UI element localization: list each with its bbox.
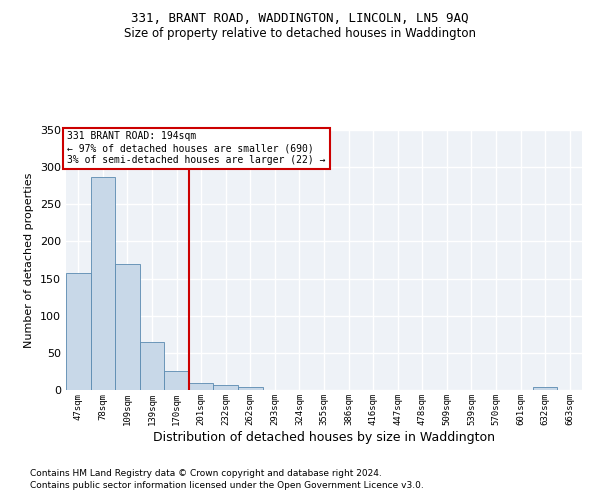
X-axis label: Distribution of detached houses by size in Waddington: Distribution of detached houses by size … bbox=[153, 430, 495, 444]
Bar bbox=[189, 382, 214, 390]
Bar bbox=[533, 387, 557, 390]
Bar bbox=[91, 177, 115, 390]
Text: 331 BRANT ROAD: 194sqm
← 97% of detached houses are smaller (690)
3% of semi-det: 331 BRANT ROAD: 194sqm ← 97% of detached… bbox=[67, 132, 326, 164]
Text: Contains public sector information licensed under the Open Government Licence v3: Contains public sector information licen… bbox=[30, 481, 424, 490]
Bar bbox=[164, 370, 189, 390]
Text: Size of property relative to detached houses in Waddington: Size of property relative to detached ho… bbox=[124, 28, 476, 40]
Y-axis label: Number of detached properties: Number of detached properties bbox=[25, 172, 34, 348]
Bar bbox=[115, 264, 140, 390]
Bar bbox=[238, 387, 263, 390]
Bar bbox=[140, 342, 164, 390]
Text: Contains HM Land Registry data © Crown copyright and database right 2024.: Contains HM Land Registry data © Crown c… bbox=[30, 468, 382, 477]
Bar bbox=[214, 385, 238, 390]
Bar bbox=[66, 274, 91, 390]
Text: 331, BRANT ROAD, WADDINGTON, LINCOLN, LN5 9AQ: 331, BRANT ROAD, WADDINGTON, LINCOLN, LN… bbox=[131, 12, 469, 26]
